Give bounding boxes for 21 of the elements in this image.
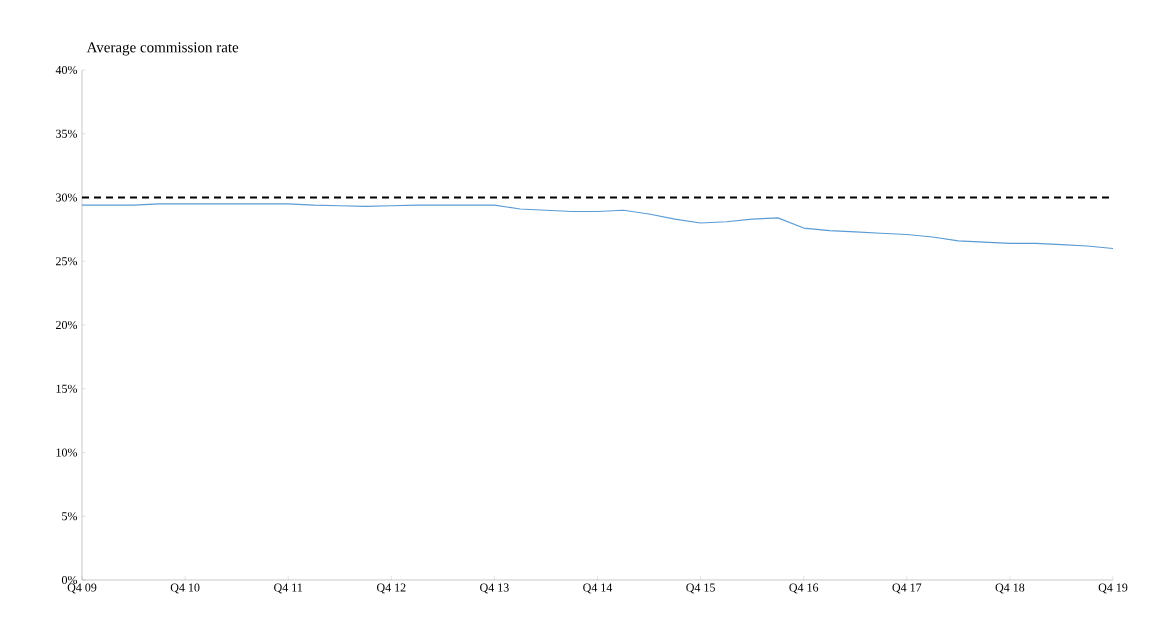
x-tick-label: Q4 16 (789, 583, 819, 594)
y-tick-label: 40% (55, 65, 78, 75)
chart-title: Average commission rate (86, 42, 239, 56)
x-tick-label: Q4 12 (376, 583, 406, 594)
x-tick-label: Q4 10 (170, 583, 200, 594)
x-tick-label: Q4 19 (1098, 583, 1128, 594)
x-tick-label: Q4 15 (686, 583, 715, 594)
x-tick-label: Q4 18 (995, 583, 1025, 594)
x-tick-label: Q4 11 (274, 583, 303, 594)
y-tick-label: 35% (56, 129, 78, 138)
y-tick-label: 20% (56, 320, 78, 330)
y-tick-label: 30% (56, 193, 78, 202)
y-tick-label: 15% (56, 384, 78, 393)
y-tick-label: 25% (56, 257, 78, 266)
x-tick-label: Q4 13 (480, 583, 509, 594)
x-tick-label: Q4 09 (67, 583, 97, 594)
x-tick-label: Q4 17 (892, 583, 922, 594)
x-tick-label: Q4 14 (583, 583, 613, 594)
y-tick-label: 5% (62, 512, 78, 521)
y-tick-label: 10% (56, 448, 78, 457)
y-tick-label: 0% (61, 575, 78, 585)
